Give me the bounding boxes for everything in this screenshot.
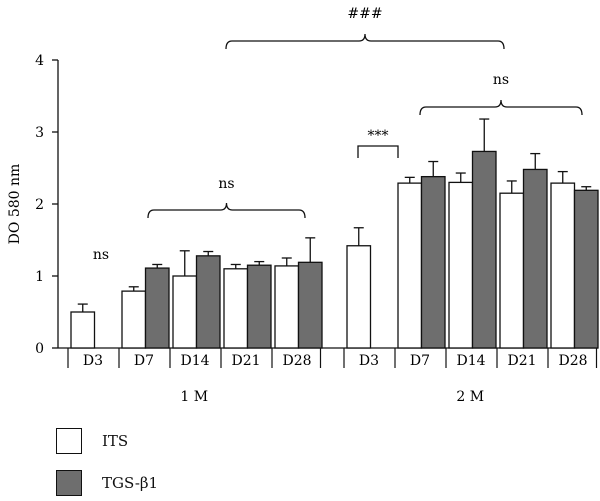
bar-its-g2-d21 bbox=[499, 192, 525, 349]
x-tick-label-g1-d14: D14 bbox=[180, 353, 209, 369]
bar-tgs-g2-d28 bbox=[573, 189, 599, 349]
bar-chart: 0 1 2 3 4 DO 580 nm D3 D7 D14 D21 D28 1 M D3 D7 D14 D21… bbox=[7, 6, 599, 405]
y-tick-label-2: 2 bbox=[35, 197, 44, 213]
bar-its-g1-d3 bbox=[70, 311, 96, 349]
x-tick-label-g1-d21: D21 bbox=[231, 353, 260, 369]
legend-swatch-tgs bbox=[56, 470, 82, 496]
bar-its-g2-d14 bbox=[448, 181, 474, 349]
bracket-1m-vs-2m bbox=[225, 33, 505, 50]
annotation-1m-d3-ns: ns bbox=[93, 247, 109, 263]
x-tick-label-g1-d3: D3 bbox=[83, 353, 103, 369]
bracket-1m bbox=[147, 202, 306, 219]
legend-item-its: ITS bbox=[56, 428, 128, 454]
y-tick-label-1: 1 bbox=[35, 269, 44, 285]
bar-its-g2-d28 bbox=[550, 182, 576, 349]
bar-tgs-g2-d7 bbox=[420, 175, 446, 349]
y-tick-label-3: 3 bbox=[35, 125, 44, 141]
x-tick-label-g1-d7: D7 bbox=[134, 353, 154, 369]
legend-label-tgs: TGS-β1 bbox=[102, 474, 159, 492]
bar-tgs-g1-d14 bbox=[195, 255, 221, 349]
x-tick-label-g2-d14: D14 bbox=[456, 353, 485, 369]
y-tick-label-4: 4 bbox=[35, 53, 44, 69]
y-axis-label: DO 580 nm bbox=[7, 164, 23, 245]
bar-tgs-g2-d14 bbox=[471, 150, 497, 349]
bar-its-g1-d7 bbox=[121, 290, 147, 349]
bracket-2m-d3-d7 bbox=[357, 145, 399, 158]
bar-its-g1-d21 bbox=[223, 268, 249, 349]
bar-tgs-g1-d7 bbox=[144, 267, 170, 349]
x-tick-label-g2-d21: D21 bbox=[507, 353, 536, 369]
annotation-groups-significance: ### bbox=[347, 6, 382, 22]
bar-its-g1-d14 bbox=[172, 275, 198, 349]
legend-swatch-its bbox=[56, 428, 82, 454]
bar-its-g2-d3 bbox=[346, 245, 372, 349]
bar-tgs-g1-d21 bbox=[246, 264, 272, 349]
x-tick-label-g2-d28: D28 bbox=[558, 353, 587, 369]
x-tick-label-g2-d7: D7 bbox=[410, 353, 430, 369]
group-label-1: 1 M bbox=[180, 389, 208, 405]
legend-label-its: ITS bbox=[102, 432, 129, 450]
y-tick-label-0: 0 bbox=[35, 341, 44, 357]
legend-item-tgs: TGS-β1 bbox=[56, 470, 158, 496]
annotation-2m-ns: ns bbox=[493, 72, 509, 88]
bracket-2m bbox=[419, 99, 583, 116]
bar-its-g1-d28 bbox=[274, 265, 300, 349]
group-label-2: 2 M bbox=[456, 389, 484, 405]
bar-its-g2-d7 bbox=[397, 182, 423, 349]
annotation-2m-significance: *** bbox=[368, 128, 389, 144]
bar-tgs-g1-d28 bbox=[297, 261, 323, 349]
x-tick-label-g1-d28: D28 bbox=[282, 353, 311, 369]
annotation-1m-ns: ns bbox=[218, 176, 234, 192]
x-tick-label-g2-d3: D3 bbox=[359, 353, 379, 369]
bar-tgs-g2-d21 bbox=[522, 168, 548, 349]
